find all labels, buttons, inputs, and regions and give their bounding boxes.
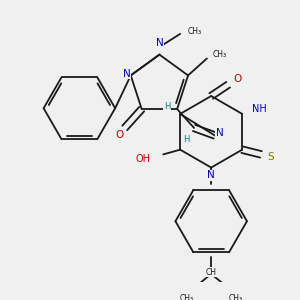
Text: N: N [216, 128, 224, 138]
Text: N: N [207, 170, 215, 180]
Text: NH: NH [252, 104, 266, 114]
Text: H: H [183, 135, 190, 144]
Text: O: O [233, 74, 242, 84]
Text: O: O [115, 130, 123, 140]
Text: OH: OH [135, 154, 150, 164]
Text: H: H [164, 102, 170, 111]
Text: CH₃: CH₃ [188, 27, 202, 36]
Text: CH: CH [206, 268, 217, 277]
Text: N: N [155, 38, 163, 48]
Text: CH₃: CH₃ [229, 294, 243, 300]
Text: CH₃: CH₃ [180, 294, 194, 300]
Text: S: S [267, 152, 274, 162]
Text: CH₃: CH₃ [212, 50, 227, 59]
Text: N: N [123, 68, 131, 79]
